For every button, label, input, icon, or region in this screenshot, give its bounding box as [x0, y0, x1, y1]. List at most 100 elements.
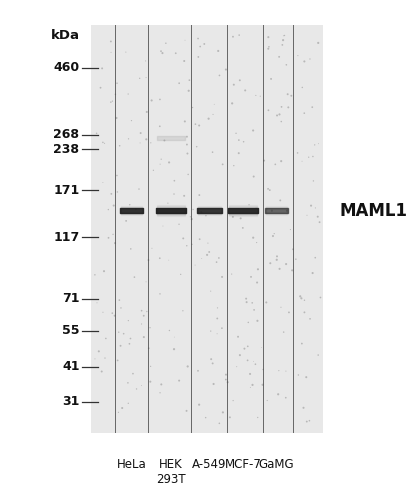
- Point: [164, 199, 171, 207]
- Point: [250, 172, 256, 180]
- Point: [222, 66, 229, 74]
- Text: 55: 55: [62, 324, 79, 337]
- Text: 41: 41: [62, 361, 79, 374]
- Point: [183, 140, 190, 148]
- Point: [205, 115, 211, 123]
- Point: [292, 255, 299, 263]
- Point: [146, 324, 153, 332]
- Point: [102, 354, 108, 362]
- Point: [266, 259, 273, 267]
- Point: [267, 75, 274, 83]
- Point: [275, 367, 281, 374]
- Point: [311, 141, 317, 149]
- Text: 460: 460: [53, 61, 79, 74]
- Point: [229, 33, 236, 41]
- Point: [298, 340, 304, 348]
- Point: [156, 290, 163, 298]
- Point: [184, 363, 190, 371]
- Text: MCF-7: MCF-7: [224, 458, 261, 471]
- Point: [287, 92, 294, 100]
- Point: [300, 57, 307, 65]
- Point: [124, 379, 131, 387]
- Point: [180, 57, 187, 65]
- Point: [107, 98, 114, 106]
- Point: [148, 97, 154, 105]
- Point: [228, 100, 235, 108]
- Point: [102, 335, 109, 343]
- Point: [181, 36, 188, 44]
- Text: HeLa: HeLa: [116, 458, 146, 471]
- Point: [203, 251, 210, 259]
- Point: [254, 317, 260, 325]
- Point: [305, 153, 311, 161]
- Point: [109, 97, 116, 105]
- Point: [135, 185, 142, 193]
- Point: [191, 261, 198, 269]
- Point: [156, 96, 163, 104]
- Point: [165, 256, 172, 264]
- Point: [280, 31, 287, 39]
- Text: 117: 117: [53, 231, 79, 244]
- Point: [125, 317, 131, 325]
- Point: [166, 327, 172, 335]
- Point: [117, 342, 123, 350]
- Point: [126, 340, 133, 348]
- Point: [184, 170, 191, 178]
- Point: [202, 212, 209, 220]
- Point: [193, 143, 199, 151]
- Text: 71: 71: [62, 292, 79, 305]
- Point: [311, 204, 318, 212]
- Point: [222, 375, 229, 383]
- Point: [114, 357, 121, 365]
- Point: [232, 129, 239, 137]
- Point: [277, 118, 284, 125]
- Point: [297, 294, 304, 302]
- Point: [219, 160, 225, 168]
- Point: [111, 312, 118, 320]
- Point: [253, 278, 260, 286]
- Point: [145, 344, 152, 352]
- Point: [194, 34, 201, 42]
- Point: [229, 213, 235, 221]
- Point: [183, 407, 190, 415]
- Point: [209, 360, 216, 368]
- Point: [303, 418, 309, 426]
- Point: [113, 114, 119, 122]
- Point: [240, 345, 247, 353]
- Point: [100, 308, 106, 316]
- Point: [120, 330, 127, 338]
- Point: [244, 342, 250, 350]
- Point: [285, 308, 292, 316]
- Point: [282, 260, 289, 268]
- Text: GaMG: GaMG: [258, 458, 294, 471]
- Point: [254, 265, 261, 273]
- Point: [189, 104, 195, 112]
- Point: [294, 371, 301, 379]
- Point: [207, 327, 214, 335]
- Point: [175, 220, 182, 228]
- Point: [224, 378, 230, 386]
- Point: [258, 344, 264, 352]
- Point: [283, 207, 290, 215]
- Point: [183, 132, 190, 140]
- Point: [235, 136, 242, 144]
- Point: [213, 330, 220, 338]
- Point: [253, 239, 259, 247]
- Point: [210, 100, 217, 108]
- Point: [181, 118, 188, 125]
- Point: [204, 239, 211, 247]
- Point: [202, 414, 209, 422]
- Point: [235, 31, 242, 39]
- Point: [107, 37, 114, 45]
- Point: [156, 254, 163, 262]
- Point: [112, 239, 118, 247]
- Point: [259, 381, 265, 389]
- Point: [187, 213, 193, 221]
- Point: [198, 254, 204, 262]
- Point: [194, 367, 201, 375]
- Point: [119, 404, 125, 412]
- Point: [245, 201, 252, 209]
- Point: [311, 253, 318, 261]
- Point: [170, 345, 177, 353]
- Point: [266, 186, 273, 194]
